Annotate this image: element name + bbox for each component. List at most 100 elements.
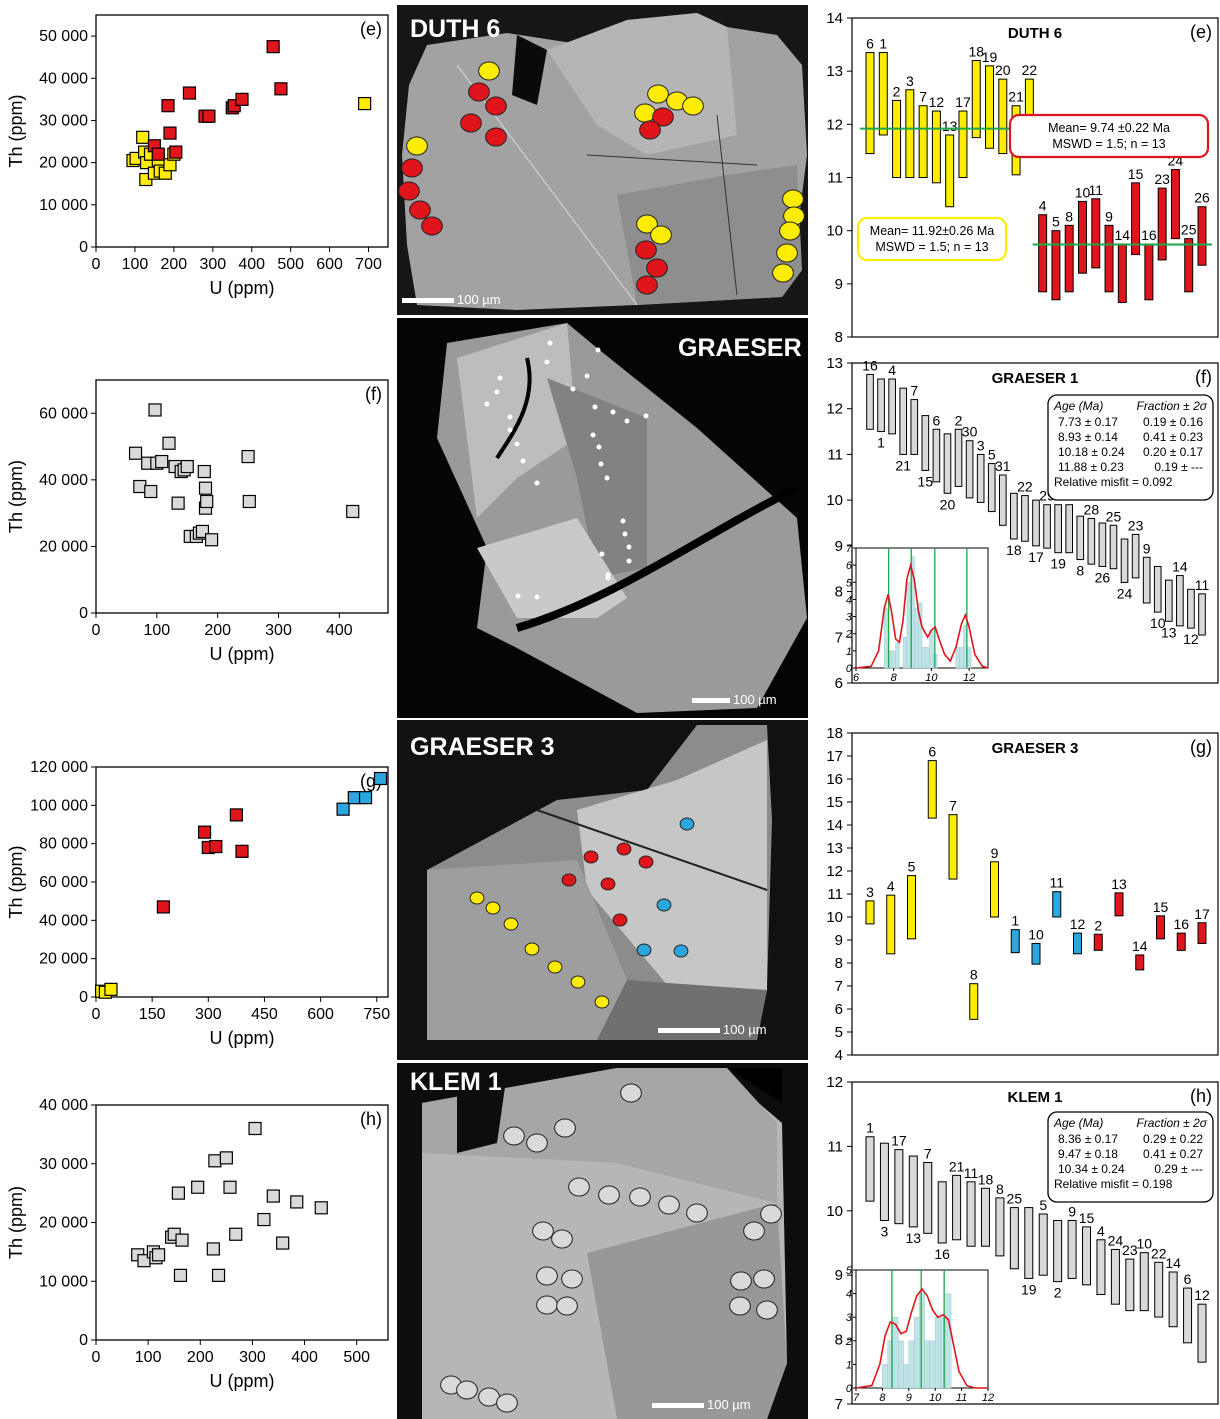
mean-text: MSWD = 1.5; n = 13 — [875, 240, 988, 254]
inset-y-tick-label: 0 — [846, 1383, 853, 1395]
inset-y-tick-label: 6 — [846, 560, 853, 572]
bar-label: 15 — [918, 473, 934, 489]
bar-label: 9 — [991, 845, 999, 861]
analysis-spot — [594, 995, 610, 1009]
histogram-bar — [945, 1293, 952, 1389]
age-bar — [932, 428, 941, 483]
inset-x-tick-label: 9 — [906, 1392, 912, 1404]
bar-label: 8 — [1076, 563, 1084, 579]
y-tick-label: 14 — [826, 817, 843, 834]
histogram-bar — [897, 1340, 904, 1389]
bar-label: 7 — [949, 798, 957, 814]
histogram-bar — [919, 1293, 925, 1389]
x-tick-label: 200 — [187, 1349, 214, 1366]
mixture-table — [1047, 394, 1214, 501]
inset-y-tick-label: 1 — [846, 646, 852, 658]
histogram-bar — [908, 1340, 915, 1389]
age-bar — [879, 1142, 889, 1221]
bar-label: 21 — [895, 457, 911, 473]
histogram-bar — [955, 647, 960, 669]
x-axis-label: U (ppm) — [209, 1371, 274, 1391]
bar-label: 15 — [1128, 166, 1144, 182]
scale-bar: 100 µm — [692, 692, 777, 707]
analysis-spot — [600, 877, 616, 891]
analysis-spot — [658, 1195, 680, 1215]
analysis-spot — [570, 386, 576, 392]
analysis-spot — [526, 1133, 548, 1153]
age-bar — [980, 1187, 990, 1247]
age-bar — [966, 1181, 976, 1247]
analysis-spot — [532, 1221, 554, 1241]
age-bar — [990, 861, 999, 918]
age-bar — [1093, 933, 1103, 951]
bar-label: 7 — [924, 1146, 932, 1162]
x-tick-label: 600 — [307, 1006, 334, 1023]
analysis-spot — [686, 1203, 708, 1223]
bar-label: 11 — [1195, 577, 1210, 593]
density-curve — [855, 1287, 988, 1389]
table-cell: 0.20 ± 0.17 — [1143, 445, 1203, 459]
mean-box — [856, 216, 1008, 262]
data-point — [161, 99, 175, 113]
analysis-spot — [638, 855, 654, 869]
data-point — [274, 82, 288, 96]
analysis-spot — [626, 558, 632, 564]
table-header: Fraction ± 2σ — [1136, 399, 1207, 413]
data-point — [223, 1180, 237, 1194]
x-tick-label: 500 — [343, 1349, 370, 1366]
y-tick-label: 9 — [835, 276, 843, 293]
bar-label: 6 — [933, 412, 941, 428]
age-bar — [894, 1149, 904, 1225]
bar-label: 21 — [949, 1158, 965, 1174]
histogram-bar — [934, 1316, 941, 1389]
analysis-spot — [626, 544, 632, 550]
inset-x-tick-label: 7 — [853, 1392, 860, 1404]
inset-x-tick-label: 8 — [879, 1392, 886, 1404]
bar-label: 2 — [1094, 917, 1102, 933]
bar-label: 6 — [1184, 1271, 1192, 1287]
table-cell: 0.29 ± 0.22 — [1143, 1132, 1203, 1146]
y-tick-label: 30 000 — [39, 1156, 88, 1173]
scale-label: 100 µm — [733, 692, 777, 707]
scale-label: 100 µm — [723, 1022, 767, 1037]
table-cell: 8.93 ± 0.14 — [1058, 430, 1118, 444]
y-tick-label: 8 — [835, 955, 843, 972]
chart-title: DUTH 6 — [1008, 25, 1062, 42]
table-cell: 0.41 ± 0.23 — [1143, 430, 1203, 444]
age-bar — [1197, 206, 1207, 266]
y-tick-label: 60 000 — [39, 874, 88, 891]
data-point — [144, 484, 158, 499]
age-bar — [866, 373, 874, 430]
histogram-bar — [959, 647, 964, 669]
data-point — [151, 1248, 166, 1262]
analysis-spot — [620, 1083, 642, 1103]
plot-frame — [95, 14, 389, 248]
age-bar — [1052, 891, 1062, 918]
image-title-graeser1: GRAESER 1 — [678, 334, 823, 362]
y-tick-label: 40 000 — [39, 472, 88, 489]
analysis-spot — [590, 432, 596, 438]
analysis-spot — [636, 275, 658, 295]
bar-label: 20 — [995, 62, 1011, 78]
plot-frame — [95, 1104, 389, 1341]
analysis-spot — [753, 1269, 775, 1289]
age-bar — [1144, 243, 1154, 301]
x-tick-label: 400 — [238, 256, 265, 273]
x-tick-label: 0 — [92, 1349, 101, 1366]
age-bar — [1110, 1248, 1120, 1305]
analysis-spot — [679, 817, 695, 831]
analysis-spot — [612, 913, 628, 927]
inset-y-tick-label: 3 — [846, 612, 853, 624]
image-title-klem1: KLEM 1 — [410, 1068, 502, 1096]
bar-label: 5 — [988, 447, 996, 463]
inset-x-tick-label: 12 — [982, 1392, 994, 1404]
age-bar — [1153, 565, 1162, 613]
panel-letter: (g) — [1190, 737, 1212, 757]
image-title-graeser3: GRAESER 3 — [410, 733, 555, 761]
age-bar — [1077, 200, 1087, 274]
table-footer: Relative misfit = 0.092 — [1054, 475, 1173, 489]
age-bar — [1154, 1261, 1164, 1318]
y-tick-label: 16 — [826, 771, 843, 788]
bar-label: 13 — [1111, 876, 1127, 892]
x-axis-label: U (ppm) — [209, 1028, 274, 1048]
